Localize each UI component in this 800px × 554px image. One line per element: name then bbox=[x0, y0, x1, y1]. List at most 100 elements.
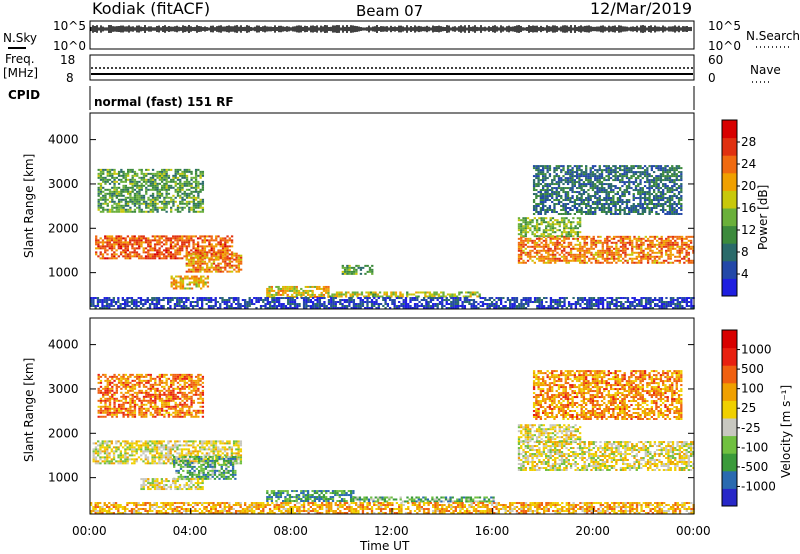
heatmap-cell bbox=[517, 243, 521, 246]
heatmap-cell bbox=[192, 256, 195, 259]
heatmap-cell bbox=[582, 181, 586, 184]
heatmap-cell bbox=[140, 210, 143, 213]
heatmap-cell bbox=[680, 245, 684, 248]
heatmap-cell bbox=[187, 262, 191, 265]
heatmap-cell bbox=[564, 193, 567, 196]
heatmap-cell bbox=[176, 168, 180, 171]
heatmap-cell bbox=[585, 251, 589, 254]
heatmap-cell bbox=[287, 301, 290, 304]
heatmap-cell bbox=[106, 237, 109, 240]
heatmap-cell bbox=[669, 245, 672, 248]
heatmap-cell bbox=[624, 241, 627, 244]
heatmap-cell bbox=[515, 299, 519, 302]
heatmap-cell bbox=[120, 170, 123, 173]
heatmap-cell bbox=[606, 257, 609, 260]
heatmap-cell bbox=[606, 249, 609, 252]
heatmap-cell bbox=[113, 210, 116, 213]
heatmap-cell bbox=[192, 239, 195, 242]
heatmap-cell bbox=[181, 202, 184, 205]
heatmap-cell bbox=[671, 173, 674, 176]
heatmap-cell bbox=[163, 182, 166, 185]
heatmap-cell bbox=[295, 293, 298, 296]
heatmap-cell bbox=[563, 297, 566, 300]
heatmap-cell bbox=[298, 303, 301, 306]
heatmap-cell bbox=[625, 187, 629, 190]
heatmap-cell bbox=[246, 307, 249, 309]
heatmap-cell bbox=[522, 299, 525, 302]
heatmap-cell bbox=[113, 243, 116, 246]
heatmap-cell bbox=[219, 245, 222, 248]
heatmap-cell bbox=[650, 175, 654, 178]
heatmap-cell bbox=[248, 303, 251, 306]
heatmap-cell bbox=[605, 179, 608, 182]
heatmap-cell bbox=[443, 305, 446, 308]
heatmap-cell bbox=[120, 198, 123, 201]
heatmap-cell bbox=[565, 225, 568, 228]
heatmap-cell bbox=[110, 249, 114, 252]
heatmap-cell bbox=[675, 183, 678, 186]
heatmap-cell bbox=[619, 209, 622, 211]
heatmap-cell bbox=[671, 211, 674, 213]
heatmap-cell bbox=[590, 257, 593, 260]
heatmap-cell bbox=[97, 194, 100, 197]
heatmap-cell bbox=[609, 209, 613, 211]
heatmap-cell bbox=[612, 212, 615, 215]
heatmap-cell bbox=[625, 185, 629, 188]
heatmap-cell bbox=[539, 199, 543, 202]
heatmap-cell bbox=[185, 264, 188, 267]
heatmap-cell bbox=[149, 204, 152, 207]
heatmap-cell bbox=[540, 253, 543, 256]
heatmap-cell bbox=[597, 239, 600, 242]
heatmap-cell bbox=[488, 305, 491, 308]
heatmap-cell bbox=[99, 168, 103, 171]
heatmap-cell bbox=[461, 307, 464, 309]
heatmap-cell bbox=[230, 266, 234, 269]
heatmap-cell bbox=[196, 258, 200, 261]
heatmap-cell bbox=[370, 305, 374, 308]
heatmap-cell bbox=[535, 175, 538, 178]
heatmap-cell bbox=[172, 281, 176, 284]
heatmap-cell bbox=[583, 239, 586, 242]
heatmap-cell bbox=[287, 297, 290, 300]
heatmap-cell bbox=[612, 235, 616, 238]
heatmap-cell bbox=[341, 272, 344, 275]
heatmap-cell bbox=[633, 251, 636, 254]
heatmap-cell bbox=[658, 257, 661, 260]
heatmap-cell bbox=[639, 181, 642, 184]
heatmap-cell bbox=[642, 257, 645, 260]
heatmap-cell bbox=[123, 307, 127, 309]
heatmap-cell bbox=[197, 281, 201, 284]
heatmap-cell bbox=[533, 225, 536, 228]
heatmap-cell bbox=[462, 295, 466, 298]
heatmap-cell bbox=[685, 253, 688, 256]
heatmap-cell bbox=[179, 277, 182, 280]
heatmap-cell bbox=[341, 264, 344, 267]
heatmap-cell bbox=[545, 301, 548, 304]
heatmap-cell bbox=[614, 171, 617, 174]
heatmap-cell bbox=[536, 305, 539, 308]
heatmap-cell bbox=[206, 251, 209, 254]
heatmap-cell bbox=[154, 172, 157, 175]
heatmap-cell bbox=[655, 181, 658, 184]
heatmap-cell bbox=[532, 185, 536, 188]
heatmap-cell bbox=[99, 170, 103, 173]
heatmap-cell bbox=[165, 239, 168, 242]
heatmap-cell bbox=[188, 208, 191, 211]
heatmap-cell bbox=[573, 185, 577, 188]
heatmap-cell bbox=[537, 169, 540, 172]
heatmap-cell bbox=[643, 197, 647, 200]
heatmap-cell bbox=[104, 196, 107, 199]
heatmap-cell bbox=[149, 184, 152, 187]
heatmap-cell bbox=[133, 253, 136, 256]
heatmap-cell bbox=[181, 243, 184, 246]
heatmap-cell bbox=[668, 189, 672, 192]
heatmap-cell bbox=[675, 209, 678, 211]
heatmap-cell bbox=[215, 266, 218, 269]
heatmap-cell bbox=[554, 235, 557, 238]
heatmap-cell bbox=[564, 205, 567, 208]
heatmap-cell bbox=[662, 245, 666, 248]
heatmap-cell bbox=[563, 229, 566, 232]
heatmap-cell bbox=[122, 245, 125, 248]
heatmap-cell bbox=[639, 195, 642, 198]
heatmap-cell bbox=[149, 247, 152, 250]
